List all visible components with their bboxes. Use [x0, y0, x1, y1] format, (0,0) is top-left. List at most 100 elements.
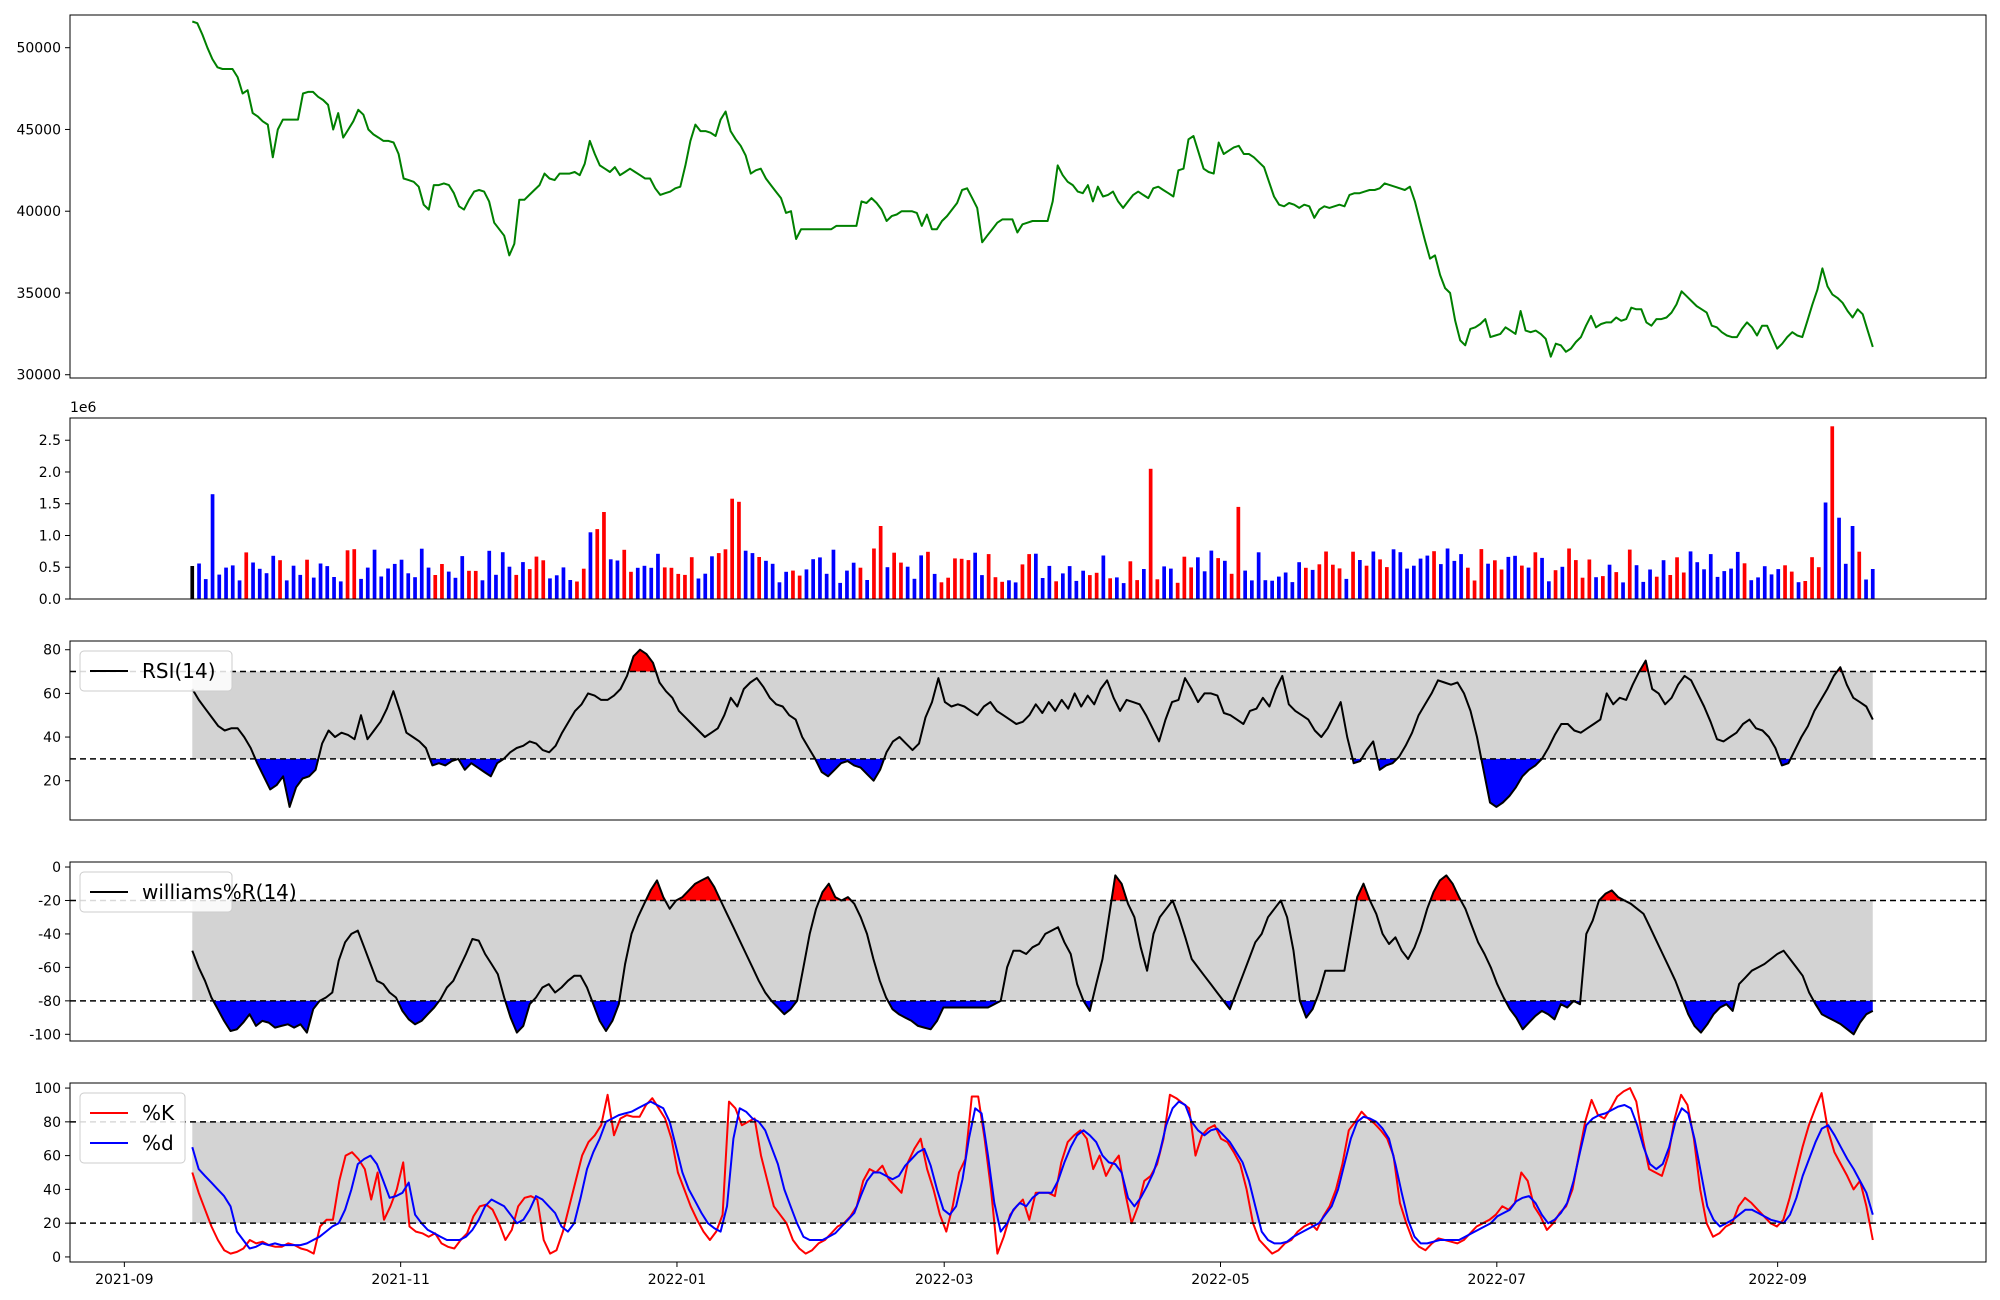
y-tick-label-volume: 0.5: [39, 560, 61, 576]
volume-bar: [1486, 563, 1490, 599]
volume-bar: [527, 569, 532, 599]
volume-bar: [1007, 580, 1011, 599]
volume-bar: [1040, 578, 1045, 599]
volume-bar: [710, 556, 714, 599]
volume-bar: [743, 550, 748, 599]
volume-bar: [406, 573, 411, 599]
volume-bar: [588, 532, 593, 599]
overbought-fill: [1356, 883, 1370, 901]
oversold-fill: [255, 758, 319, 807]
volume-bar: [1520, 565, 1524, 599]
y-tick-label-volume: 0.0: [39, 592, 61, 608]
volume-bar: [1479, 549, 1484, 599]
volume-bar: [1729, 568, 1733, 599]
volume-bar: [318, 563, 323, 599]
volume-bar: [1256, 552, 1261, 599]
volume-bar: [1412, 565, 1416, 599]
volume-bar: [1250, 580, 1254, 599]
volume-bar: [291, 565, 296, 599]
volume-bar: [872, 548, 876, 599]
volume-bar: [642, 565, 647, 599]
volume-bar: [926, 551, 930, 599]
volume-bar: [1594, 577, 1598, 599]
volume-bar: [865, 580, 869, 599]
volume-bar: [1796, 582, 1801, 599]
axes-frame-volume: [69, 417, 1987, 600]
volume-bar: [1094, 572, 1099, 599]
volume-bar: [1155, 579, 1160, 599]
volume-bar: [1567, 548, 1571, 599]
volume-bar: [1837, 517, 1841, 599]
x-tick-label: 2021-11: [371, 1272, 430, 1288]
oversold-fill: [213, 1000, 320, 1033]
volume-bar: [568, 580, 573, 599]
volume-bar: [1344, 578, 1349, 599]
volume-bar: [770, 563, 775, 599]
x-tick-label: 2022-09: [1748, 1272, 1807, 1288]
volume-bar: [1101, 555, 1106, 599]
volume-bar: [791, 570, 795, 599]
volume-bar: [1216, 558, 1220, 599]
volume-bar: [217, 574, 222, 599]
volume-bar: [1816, 567, 1821, 599]
volume-bar: [1675, 557, 1679, 599]
volume-bar: [581, 568, 586, 599]
volume-bar: [1540, 557, 1544, 599]
volume-bar: [1304, 567, 1308, 599]
volume-bar: [230, 565, 235, 599]
volume-bar: [575, 581, 579, 599]
y-tick-label-volume: 1.0: [39, 528, 61, 544]
volume-bar: [1054, 581, 1058, 599]
volume-bar: [1324, 551, 1328, 599]
volume-bar: [1634, 565, 1639, 599]
y-tick-label-price: 45000: [16, 122, 61, 138]
x-tick-label: 2022-01: [648, 1272, 707, 1288]
volume-bar: [1749, 580, 1754, 599]
volume-bar: [1756, 577, 1760, 599]
williams-line: [191, 874, 1874, 1036]
volume-bar: [851, 562, 856, 599]
volume-bar: [1202, 571, 1207, 599]
volume-bar: [1020, 564, 1025, 599]
volume-bar: [797, 575, 802, 599]
volume-bar: [1121, 583, 1126, 599]
volume-bar: [635, 567, 640, 599]
volume-bar: [419, 548, 424, 599]
volume-bar: [912, 578, 917, 599]
volume-bar: [1034, 553, 1038, 599]
volume-bar: [1027, 554, 1031, 599]
volume-offset-label: 1e6: [70, 400, 97, 416]
x-tick-label: 2022-07: [1468, 1272, 1527, 1288]
volume-bar: [446, 571, 451, 599]
volume-bar: [1702, 569, 1706, 599]
volume-bar: [878, 526, 883, 599]
volume-bar: [784, 571, 788, 599]
volume-bar: [224, 567, 228, 599]
volume-bar: [1742, 563, 1747, 599]
volume-bar: [1466, 567, 1470, 599]
volume-bar: [676, 573, 681, 599]
neutral-band-rsi: [192, 671, 1873, 759]
volume-bar: [716, 553, 721, 599]
y-tick-label-stoch: 40: [43, 1182, 61, 1198]
volume-bar: [1432, 551, 1436, 599]
x-tick-label: 2022-03: [915, 1272, 974, 1288]
volume-bar: [460, 556, 465, 599]
volume-bar: [392, 563, 397, 599]
volume-bar: [1391, 549, 1396, 599]
volume-bar: [359, 578, 363, 599]
oversold-fill: [505, 1000, 533, 1033]
volume-bar: [1641, 581, 1646, 599]
volume-bar: [1452, 560, 1457, 599]
volume-bar: [278, 560, 282, 599]
volume-bar: [1263, 580, 1268, 599]
volume-bar: [892, 552, 896, 599]
volume-bar: [1560, 566, 1565, 599]
volume-bar: [1169, 568, 1173, 599]
stoch-k-line: [191, 1087, 1874, 1255]
volume-bar: [1661, 560, 1666, 599]
x-tick-label: 2021-09: [95, 1272, 154, 1288]
volume-bar: [1810, 557, 1814, 599]
volume-bar: [1385, 567, 1389, 599]
